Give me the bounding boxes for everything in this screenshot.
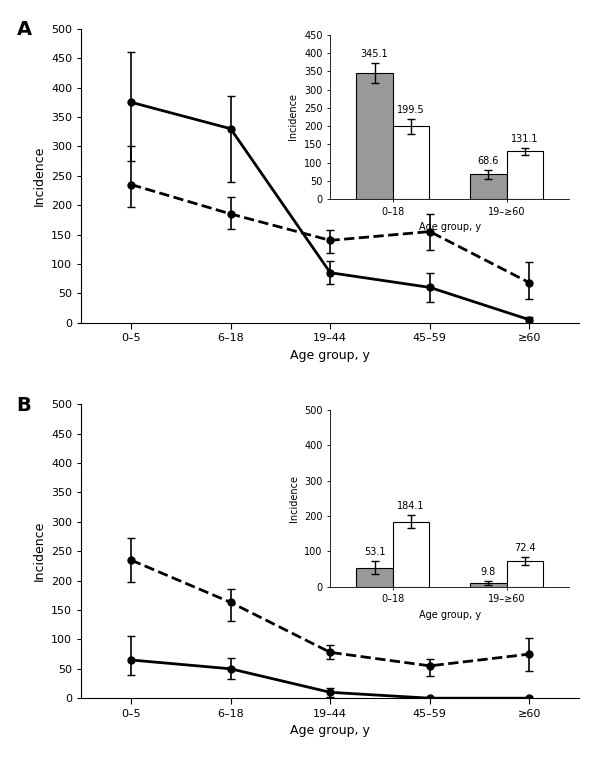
Text: B: B bbox=[17, 396, 31, 415]
Y-axis label: Incidence: Incidence bbox=[32, 146, 46, 206]
X-axis label: Age group, y: Age group, y bbox=[290, 349, 370, 362]
Text: A: A bbox=[17, 20, 32, 39]
X-axis label: Age group, y: Age group, y bbox=[290, 724, 370, 738]
Y-axis label: Incidence: Incidence bbox=[32, 521, 46, 581]
